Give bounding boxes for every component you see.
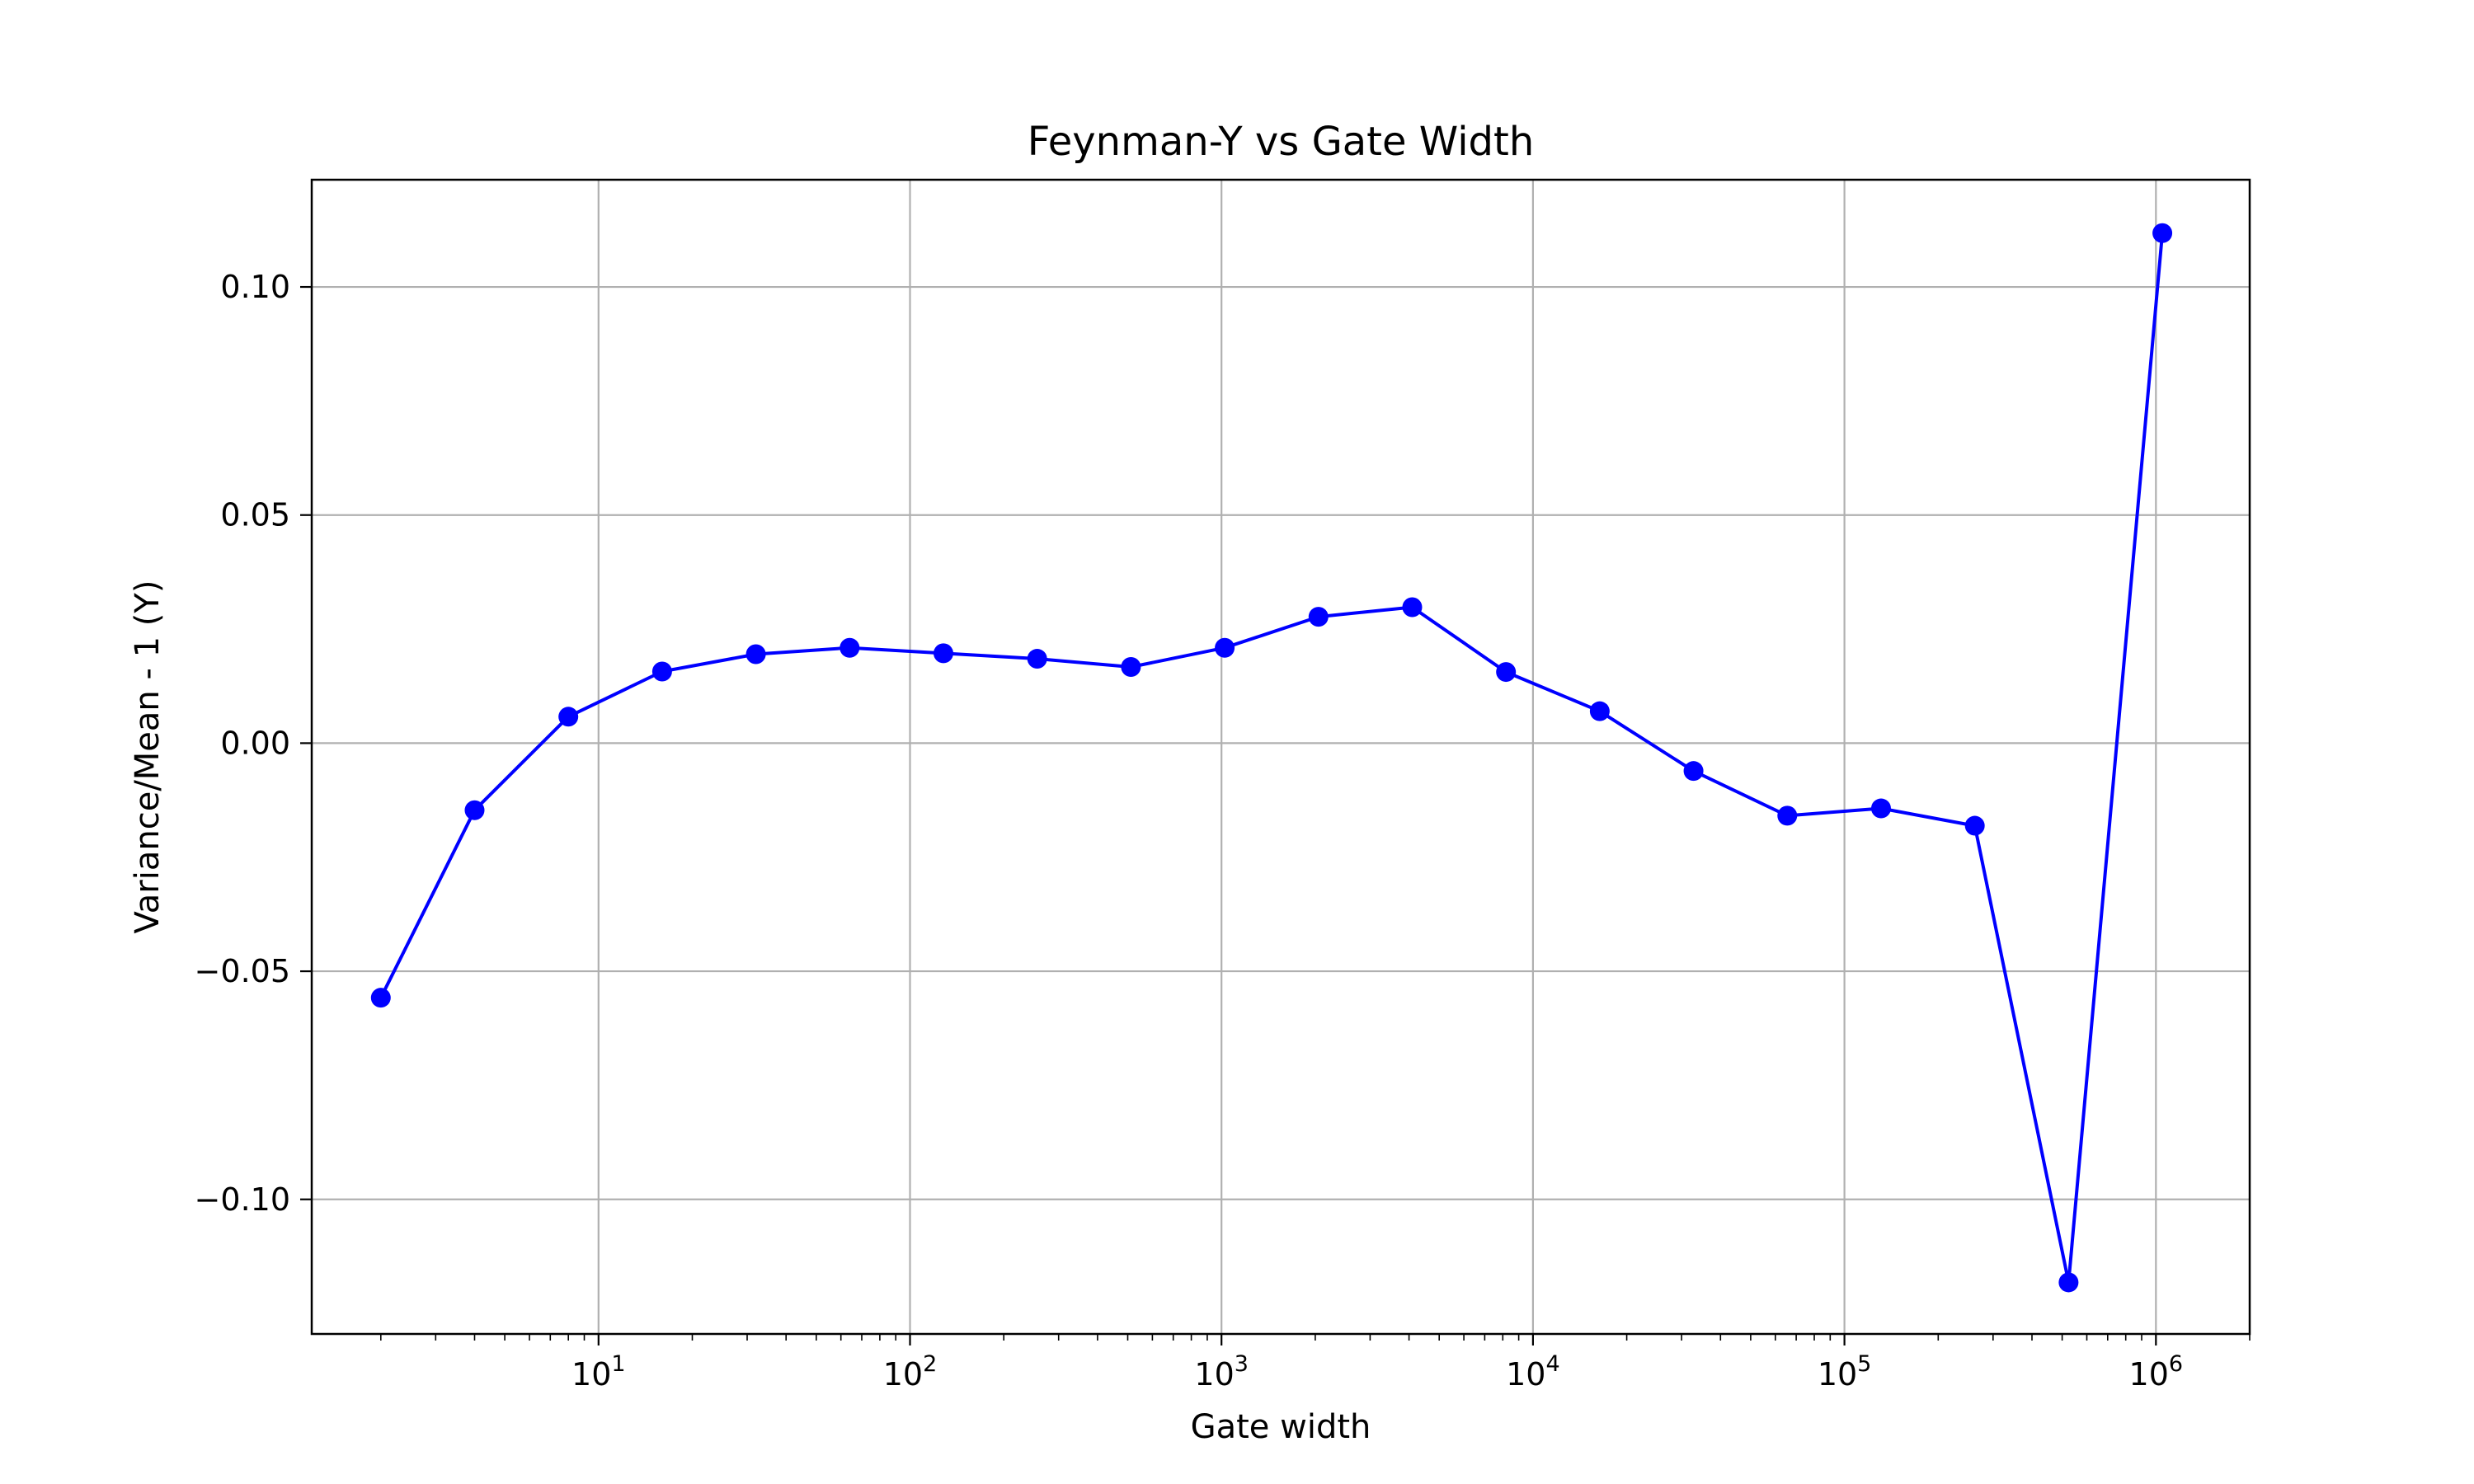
x-tick-label-exponent: 6 bbox=[2169, 1351, 2183, 1377]
x-tick-label: 106 bbox=[2129, 1351, 2184, 1392]
x-tick-label-base: 10 bbox=[2129, 1356, 2169, 1392]
chart-title: Feynman-Y vs Gate Width bbox=[1028, 119, 1534, 165]
data-point bbox=[1215, 637, 1235, 658]
y-tick-label: −0.10 bbox=[195, 1181, 290, 1218]
y-tick-label: 0.10 bbox=[220, 269, 290, 305]
y-tick-label: −0.05 bbox=[195, 953, 290, 989]
series-markers bbox=[370, 223, 2173, 1293]
x-tick-label-base: 10 bbox=[1818, 1356, 1857, 1392]
data-point bbox=[464, 800, 485, 820]
x-tick-label: 101 bbox=[571, 1351, 626, 1392]
x-tick-label-exponent: 1 bbox=[611, 1351, 625, 1377]
x-tick-label: 105 bbox=[1818, 1351, 1872, 1392]
data-point bbox=[2058, 1272, 2079, 1293]
x-tick-label-exponent: 4 bbox=[1545, 1351, 1559, 1377]
y-tick-labels: 0.10 0.05 0.00 −0.05 −0.10 bbox=[195, 269, 290, 1218]
data-point bbox=[933, 643, 953, 664]
data-point bbox=[1496, 662, 1517, 683]
data-point bbox=[840, 637, 860, 658]
x-tick-label: 104 bbox=[1506, 1351, 1560, 1392]
x-tick-label-exponent: 5 bbox=[1857, 1351, 1871, 1377]
series-line-group bbox=[379, 232, 2165, 1284]
x-tick-labels: 101 102 103 104 105 106 bbox=[571, 1351, 2183, 1392]
x-tick-label-base: 10 bbox=[1506, 1356, 1545, 1392]
y-tick-label: 0.05 bbox=[220, 497, 290, 533]
data-point bbox=[370, 988, 391, 1008]
x-tick-label: 103 bbox=[1194, 1351, 1249, 1392]
data-point bbox=[558, 707, 579, 727]
data-point bbox=[1121, 656, 1141, 677]
grid bbox=[312, 180, 2250, 1334]
data-point bbox=[1777, 805, 1798, 826]
x-tick-label-exponent: 3 bbox=[1235, 1351, 1249, 1377]
data-point bbox=[1870, 798, 1891, 819]
data-point bbox=[2152, 223, 2173, 243]
plot-frame bbox=[310, 178, 2251, 1336]
data-point bbox=[1683, 761, 1704, 782]
x-tick-label-base: 10 bbox=[1194, 1356, 1234, 1392]
x-tick-label: 102 bbox=[883, 1351, 938, 1392]
y-axis-title: Variance/Mean - 1 (Y) bbox=[129, 580, 167, 934]
data-point bbox=[651, 661, 672, 682]
x-tick-label-exponent: 2 bbox=[923, 1351, 937, 1377]
x-minor-ticks bbox=[379, 1334, 2251, 1341]
data-point bbox=[1308, 607, 1329, 627]
y-tick-label: 0.00 bbox=[220, 725, 290, 761]
data-point bbox=[1589, 701, 1610, 721]
series-line bbox=[379, 232, 2165, 1284]
data-point bbox=[1964, 815, 1985, 836]
data-point bbox=[1402, 597, 1423, 618]
x-axis-title: Gate width bbox=[1191, 1408, 1371, 1446]
axis-ticks bbox=[300, 285, 2157, 1345]
x-tick-label-base: 10 bbox=[571, 1356, 611, 1392]
x-tick-label-base: 10 bbox=[883, 1356, 923, 1392]
data-point bbox=[1027, 649, 1047, 669]
data-point bbox=[745, 644, 766, 665]
